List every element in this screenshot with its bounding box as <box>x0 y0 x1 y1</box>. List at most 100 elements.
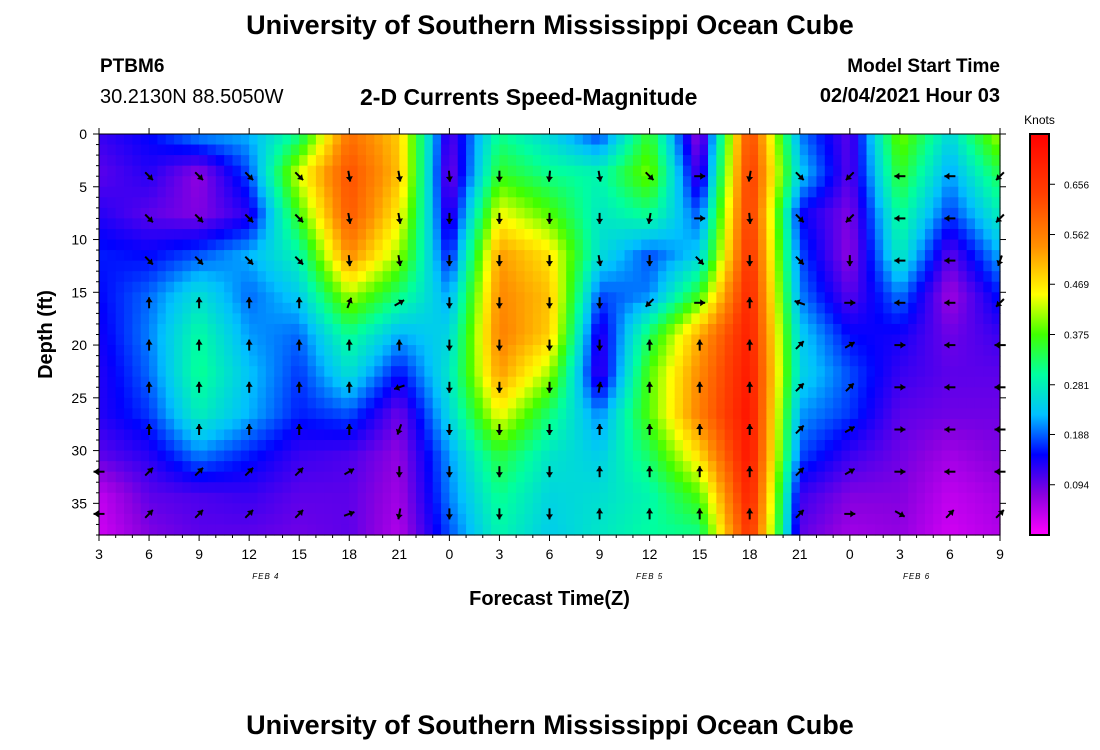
heatmap-cell <box>190 155 200 167</box>
heatmap-cell <box>949 440 959 452</box>
heatmap-cell <box>365 239 375 251</box>
heatmap-cell <box>174 323 184 336</box>
heatmap-cell <box>516 492 526 504</box>
heatmap-cell <box>474 513 484 526</box>
heatmap-cell <box>566 524 576 536</box>
heatmap-cell <box>691 239 701 251</box>
heatmap-cell <box>758 440 767 452</box>
heatmap-cell <box>182 429 192 441</box>
heatmap-cell <box>482 281 492 293</box>
heatmap-cell <box>549 397 559 409</box>
heatmap-cell <box>190 218 200 230</box>
heatmap-cell <box>841 482 851 494</box>
heatmap-cell <box>124 418 133 431</box>
heatmap-cell <box>691 292 701 304</box>
heatmap-cell <box>899 408 909 420</box>
heatmap-cell <box>115 524 125 536</box>
heatmap-cell <box>516 440 526 452</box>
current-arrow <box>844 299 856 307</box>
heatmap-cell <box>199 376 209 388</box>
heatmap-cell <box>908 387 918 399</box>
heatmap-cell <box>332 397 342 409</box>
heatmap-cell <box>716 186 726 198</box>
heatmap-cell <box>307 176 317 188</box>
heatmap-cell <box>140 271 150 283</box>
heatmap-cell <box>582 397 592 409</box>
heatmap-cell <box>666 281 676 293</box>
heatmap-cell <box>232 503 242 515</box>
heatmap-cell <box>157 513 167 526</box>
heatmap-cell <box>124 397 133 409</box>
heatmap-cell <box>699 418 709 431</box>
heatmap-cell <box>632 218 642 230</box>
heatmap-cell <box>299 366 309 378</box>
heatmap-cell <box>224 408 234 420</box>
heatmap-cell <box>557 197 567 209</box>
heatmap-cell <box>974 281 984 293</box>
heatmap-cell <box>858 134 868 146</box>
heatmap-cell <box>699 492 709 504</box>
heatmap-cell <box>249 165 259 177</box>
heatmap-cell <box>424 387 434 399</box>
heatmap-cell <box>416 144 425 156</box>
heatmap-cell <box>541 239 551 251</box>
heatmap-cell <box>274 197 284 209</box>
heatmap-cell <box>974 376 984 388</box>
heatmap-cell <box>958 492 968 504</box>
heatmap-cell <box>466 134 476 146</box>
heatmap-cell <box>983 292 993 304</box>
current-arrow-head <box>495 514 503 520</box>
heatmap-cell <box>165 334 175 346</box>
heatmap-cell <box>974 366 984 378</box>
heatmap-cell <box>374 239 384 251</box>
heatmap-cell <box>624 355 634 367</box>
current-arrow <box>694 214 706 222</box>
heatmap-cell <box>849 408 859 420</box>
heatmap-cell <box>507 250 517 262</box>
heatmap-cell <box>107 313 117 325</box>
heatmap-cell <box>215 450 225 462</box>
heatmap-cell <box>432 524 442 536</box>
heatmap-cell <box>541 471 551 483</box>
heatmap-cell <box>991 345 1001 357</box>
heatmap-cell <box>257 376 267 388</box>
heatmap-cell <box>282 503 292 515</box>
heatmap-cell <box>808 418 818 431</box>
heatmap-cell <box>332 323 342 336</box>
heatmap-cell <box>499 355 509 367</box>
heatmap-cell <box>124 134 133 146</box>
heatmap-cell <box>332 144 342 156</box>
heatmap-cell <box>265 397 275 409</box>
heatmap-cell <box>199 302 209 314</box>
heatmap-cell <box>107 323 117 336</box>
heatmap-cell <box>582 461 592 473</box>
heatmap-cell <box>974 239 984 251</box>
heatmap-cell <box>324 334 334 346</box>
heatmap-cell <box>182 281 192 293</box>
heatmap-cell <box>215 503 225 515</box>
heatmap-cell <box>966 313 976 325</box>
heatmap-cell <box>382 228 392 241</box>
heatmap-cell <box>666 503 676 515</box>
heatmap-cell <box>866 313 876 325</box>
heatmap-cell <box>99 186 108 198</box>
heatmap-cell <box>549 492 559 504</box>
current-arrow <box>845 213 855 224</box>
heatmap-cell <box>265 461 275 473</box>
heatmap-cell <box>257 345 267 357</box>
heatmap-cell <box>541 503 551 515</box>
heatmap-cell <box>941 376 951 388</box>
heatmap-cell <box>390 408 400 420</box>
heatmap-cell <box>624 482 634 494</box>
heatmap-cell <box>132 461 142 473</box>
heatmap-cell <box>682 482 692 494</box>
heatmap-cell <box>758 228 767 241</box>
heatmap-cell <box>390 186 400 198</box>
heatmap-cell <box>340 503 350 515</box>
heatmap-cell <box>624 155 634 167</box>
heatmap-cell <box>791 250 801 262</box>
heatmap-cell <box>824 440 834 452</box>
heatmap-cell <box>774 134 784 146</box>
heatmap-cell <box>708 418 717 431</box>
